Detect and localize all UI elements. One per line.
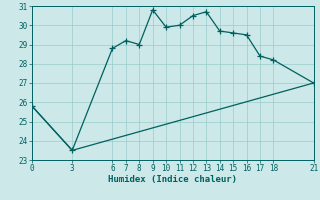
- X-axis label: Humidex (Indice chaleur): Humidex (Indice chaleur): [108, 175, 237, 184]
